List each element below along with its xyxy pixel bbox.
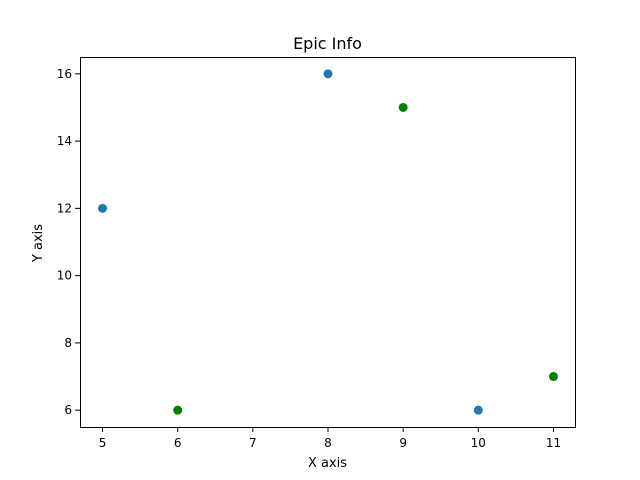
data-point-series-2	[173, 405, 183, 415]
data-point-series-2	[548, 372, 558, 382]
x-tick-label: 10	[471, 436, 486, 450]
y-tick-label: 8	[64, 336, 72, 350]
y-axis-label: Y axis	[31, 224, 46, 263]
x-tick-label: 6	[174, 436, 182, 450]
data-point-series-2	[398, 102, 408, 112]
data-point-series-1	[323, 69, 333, 79]
x-axis: 5 6 7 8 9 10 11	[99, 427, 561, 450]
y-axis: 6 8 10 12 14 16	[57, 67, 80, 417]
x-tick-label: 8	[324, 436, 332, 450]
chart-title: Epic Info	[293, 34, 362, 53]
y-tick-label: 14	[57, 134, 72, 148]
data-point-series-1	[473, 405, 483, 415]
y-tick-label: 6	[64, 403, 72, 417]
x-tick-label: 9	[399, 436, 407, 450]
plot-area-frame	[80, 57, 576, 428]
x-tick-label: 7	[249, 436, 257, 450]
y-tick-label: 12	[57, 201, 72, 215]
x-tick-label: 11	[546, 436, 561, 450]
data-point-series-1	[98, 203, 108, 213]
data-points	[98, 69, 558, 415]
y-tick-label: 10	[57, 269, 72, 283]
x-tick-label: 5	[99, 436, 107, 450]
x-axis-label: X axis	[308, 456, 347, 471]
y-tick-label: 16	[57, 67, 72, 81]
